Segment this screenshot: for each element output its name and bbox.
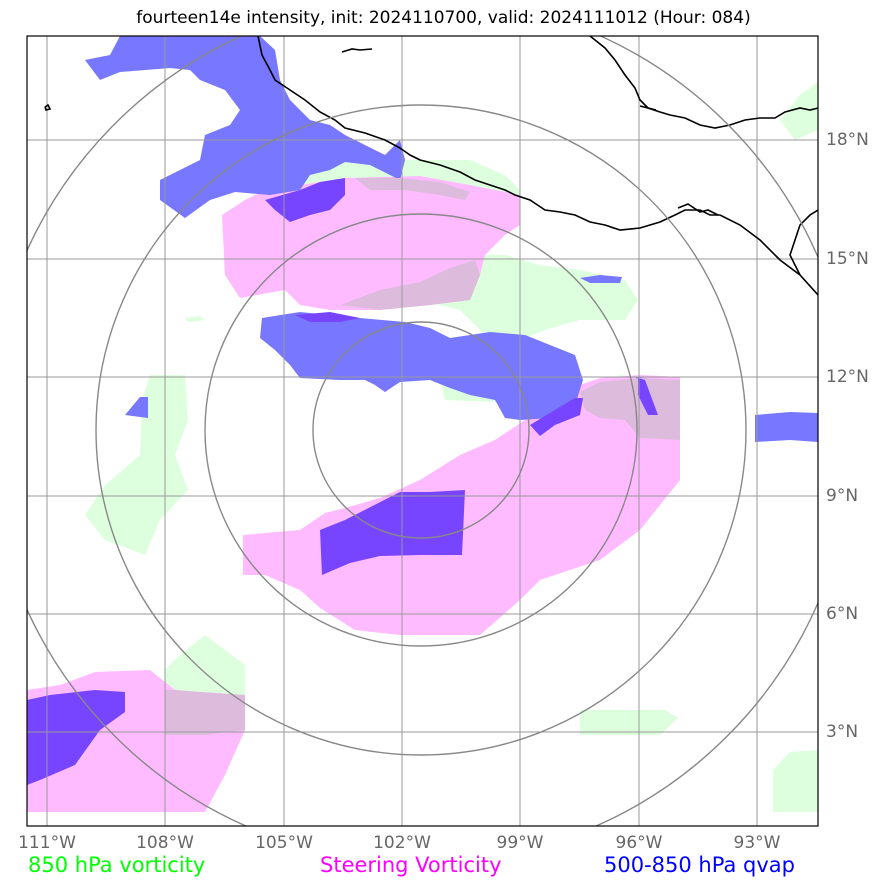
qvap-dense-region xyxy=(320,490,465,575)
plot-frame xyxy=(26,35,819,827)
coastline-bay xyxy=(677,203,719,216)
legend-qvap: 500-850 hPa qvap xyxy=(604,853,795,877)
lat-tick-label: 18°N xyxy=(826,130,869,150)
qvap-dense-region xyxy=(638,378,658,415)
qvap-region xyxy=(85,36,405,218)
range-rings xyxy=(27,36,818,826)
vorticity-850-region xyxy=(85,375,188,555)
range-ring-1 xyxy=(312,321,530,539)
vorticity-850-region xyxy=(185,316,205,322)
overlap-region xyxy=(355,178,470,200)
lon-tick-label: 108°W xyxy=(136,833,194,853)
vorticity-850-region xyxy=(773,750,818,812)
coastline-isthmus xyxy=(789,209,818,276)
vorticity-850-region xyxy=(580,710,678,735)
lat-tick-label: 6°N xyxy=(826,604,859,624)
overlap-region xyxy=(580,378,680,440)
overlap-region xyxy=(340,260,480,310)
lat-tick-label: 12°N xyxy=(826,367,869,387)
coastline xyxy=(44,36,818,296)
vorticity-850-region xyxy=(780,82,818,140)
qvap-region xyxy=(755,412,818,442)
qvap-dense-region xyxy=(27,690,125,785)
qvap-dense-region xyxy=(295,312,360,322)
grid-lines xyxy=(27,36,818,826)
range-ring-3 xyxy=(95,104,747,756)
lon-tick-label: 93°W xyxy=(733,833,781,853)
coastline-island xyxy=(44,103,52,111)
qvap-region xyxy=(580,275,622,283)
qvap-dense-region xyxy=(265,178,345,222)
lon-tick-label: 105°W xyxy=(255,833,313,853)
lon-tick-label: 102°W xyxy=(373,833,431,853)
lat-tick-label: 3°N xyxy=(826,722,859,742)
lat-tick-label: 15°N xyxy=(826,249,869,269)
range-ring-2 xyxy=(204,213,638,647)
coastline-mexico xyxy=(257,36,818,296)
lon-tick-label: 111°W xyxy=(18,833,76,853)
legend-steering-vorticity: Steering Vorticity xyxy=(320,853,502,877)
lon-tick-label: 99°W xyxy=(496,833,544,853)
qvap-region xyxy=(260,312,583,420)
coastline-gulf xyxy=(589,36,818,129)
qvap-region xyxy=(125,397,148,418)
coastline-baja xyxy=(341,48,373,53)
qvap-dense-region xyxy=(530,398,583,436)
overlap-layer xyxy=(165,178,680,735)
qvap-dense-layer xyxy=(27,178,658,785)
overlap-region xyxy=(165,690,245,735)
lon-tick-label: 96°W xyxy=(615,833,663,853)
coastline-inlet xyxy=(639,105,657,111)
map-title: fourteen14e intensity, init: 2024110700,… xyxy=(136,8,751,28)
legend-850-vorticity: 850 hPa vorticity xyxy=(28,853,206,877)
lat-tick-label: 9°N xyxy=(826,486,859,506)
